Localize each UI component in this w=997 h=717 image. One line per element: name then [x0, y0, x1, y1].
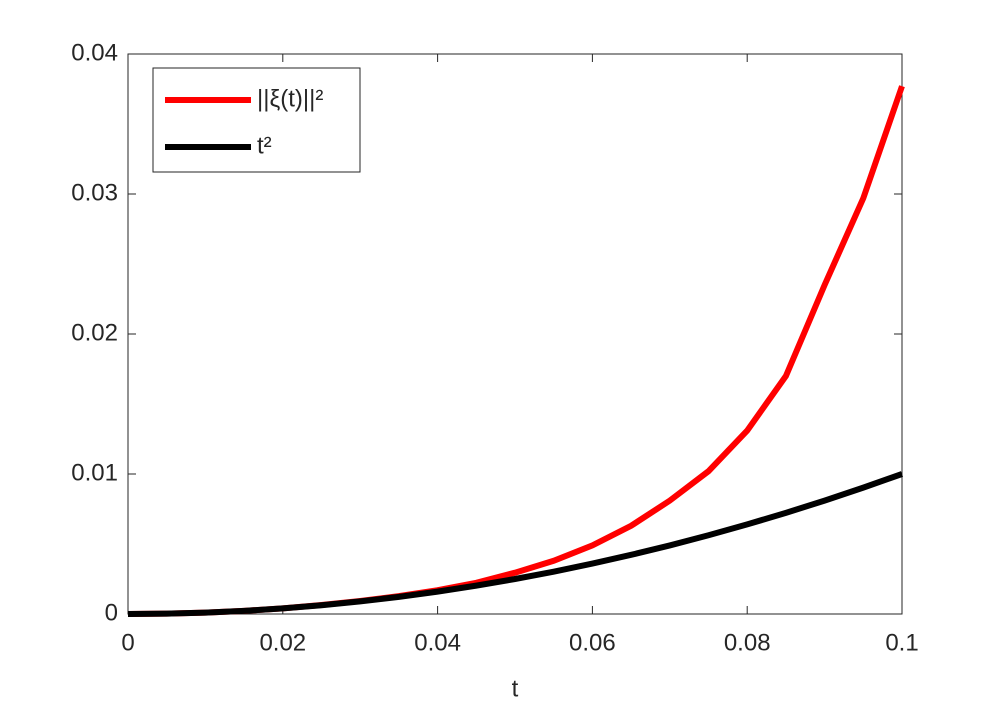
legend-label: t² [257, 132, 272, 159]
y-tick-label: 0.01 [71, 459, 118, 486]
x-tick-label: 0.06 [569, 629, 616, 656]
x-tick-label: 0.1 [885, 629, 918, 656]
y-tick-label: 0 [105, 599, 118, 626]
line-series [127, 471, 903, 617]
y-tick-label: 0.02 [71, 319, 118, 346]
y-tick-label: 0.04 [71, 39, 118, 66]
legend-label: ||ξ(t)||² [257, 85, 323, 112]
x-tick-label: 0.02 [259, 629, 306, 656]
x-tick-label: 0.04 [414, 629, 461, 656]
x-tick-label: 0.08 [724, 629, 771, 656]
x-tick-label: 0 [121, 629, 134, 656]
legend-box [152, 67, 361, 173]
x-axis-label: t [512, 675, 519, 702]
y-tick-label: 0.03 [71, 179, 118, 206]
